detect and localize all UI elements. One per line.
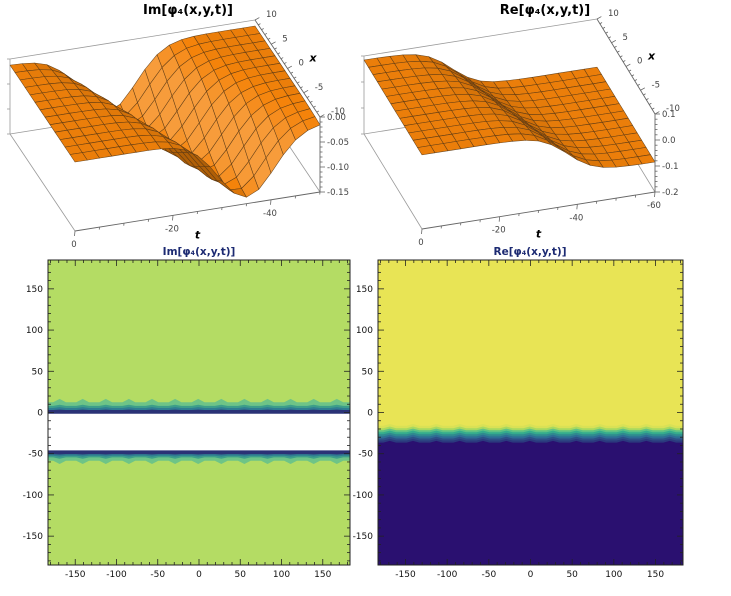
svg-text:-100: -100 <box>437 570 458 580</box>
svg-text:-40: -40 <box>569 213 583 223</box>
svg-text:50: 50 <box>362 367 374 377</box>
svg-text:50: 50 <box>32 367 44 377</box>
im_contour-frame: -150 -100 -50 0 50 100 150 -150 -100 -50 0 50 100 150 <box>23 259 351 580</box>
svg-text:-100: -100 <box>106 570 127 580</box>
svg-text:150: 150 <box>314 570 331 580</box>
svg-text:0.1: 0.1 <box>662 110 676 120</box>
svg-text:10: 10 <box>266 10 277 20</box>
svg-text:-50: -50 <box>28 450 43 460</box>
svg-text:-0.2: -0.2 <box>662 188 679 198</box>
svg-text:0: 0 <box>367 409 373 419</box>
svg-text:0: 0 <box>196 570 202 580</box>
im_surface-axes: 0 -20 -40 t 0.00 -0.05 -0.10 -0.15 10 5 0 -5 -10 x <box>71 10 349 250</box>
svg-text:-10: -10 <box>666 104 680 114</box>
svg-text:-50: -50 <box>150 570 165 580</box>
im_surface-t-label: t <box>195 229 201 242</box>
svg-text:-50: -50 <box>358 450 373 460</box>
svg-text:0: 0 <box>528 570 534 580</box>
svg-text:0: 0 <box>418 238 423 248</box>
svg-text:-20: -20 <box>165 224 179 234</box>
svg-text:10: 10 <box>608 9 619 19</box>
svg-text:-20: -20 <box>492 226 506 236</box>
svg-text:-10: -10 <box>331 107 345 117</box>
re_surface-axes: 0 -20 -40 -60 t 0.1 0.0 -0.1 -0.2 10 5 0 -5 -10 x <box>418 9 680 248</box>
svg-text:0: 0 <box>37 409 43 419</box>
re_contour-plot: -150 -100 -50 0 50 100 150 -150 -100 -50 0 50 100 150 <box>353 259 684 580</box>
svg-text:150: 150 <box>647 570 664 580</box>
svg-text:-150: -150 <box>395 570 416 580</box>
re_surface-x-label: x <box>647 50 656 63</box>
im_contour-plot: -150 -100 -50 0 50 100 150 -150 -100 -50 0 50 100 150 <box>23 259 351 580</box>
svg-text:-60: -60 <box>647 201 661 211</box>
contour-re-title: Re[φ₄(x,y,t)] <box>493 246 567 258</box>
svg-text:-100: -100 <box>353 491 374 501</box>
svg-text:100: 100 <box>273 570 290 580</box>
re_surface-surface <box>363 54 656 168</box>
svg-text:5: 5 <box>623 33 628 43</box>
svg-text:50: 50 <box>235 570 247 580</box>
svg-text:5: 5 <box>282 34 287 44</box>
svg-text:-150: -150 <box>65 570 86 580</box>
re_surface-plot: 0 -20 -40 -60 t 0.1 0.0 -0.1 -0.2 10 5 0 -5 -10 x <box>361 9 680 248</box>
svg-text:150: 150 <box>356 285 373 295</box>
re_contour-frame: -150 -100 -50 0 50 100 150 -150 -100 -50 0 50 100 150 <box>353 259 684 580</box>
svg-text:50: 50 <box>566 570 578 580</box>
svg-text:100: 100 <box>26 326 43 336</box>
svg-text:-0.05: -0.05 <box>327 138 349 148</box>
svg-text:100: 100 <box>605 570 622 580</box>
svg-text:0.00: 0.00 <box>327 113 346 123</box>
svg-text:-50: -50 <box>481 570 496 580</box>
im_surface-surface <box>9 25 321 198</box>
svg-text:0.0: 0.0 <box>662 136 676 146</box>
svg-text:-100: -100 <box>23 491 44 501</box>
svg-text:-5: -5 <box>315 83 323 93</box>
svg-text:150: 150 <box>26 285 43 295</box>
svg-text:-0.15: -0.15 <box>327 188 349 198</box>
re_contour-field <box>378 260 683 565</box>
svg-text:-5: -5 <box>652 80 660 90</box>
svg-text:0: 0 <box>637 57 642 67</box>
surface-re-title: Re[φ₄(x,y,t)] <box>499 3 591 18</box>
svg-text:-0.10: -0.10 <box>327 163 349 173</box>
im_contour-field <box>48 260 350 565</box>
svg-text:0: 0 <box>71 240 76 250</box>
svg-text:-0.1: -0.1 <box>662 162 679 172</box>
im_surface-x-label: x <box>309 52 318 65</box>
svg-text:-40: -40 <box>263 209 277 219</box>
svg-text:100: 100 <box>356 326 373 336</box>
contour-im-title: Im[φ₄(x,y,t)] <box>162 246 236 258</box>
svg-text:0: 0 <box>299 59 304 69</box>
svg-text:-150: -150 <box>23 532 44 542</box>
surface-im-title: Im[φ₄(x,y,t)] <box>143 3 233 18</box>
svg-text:-150: -150 <box>353 532 374 542</box>
im_surface-plot: 0 -20 -40 t 0.00 -0.05 -0.10 -0.15 10 5 0 -5 -10 x <box>7 10 349 250</box>
re_surface-t-label: t <box>536 228 542 241</box>
